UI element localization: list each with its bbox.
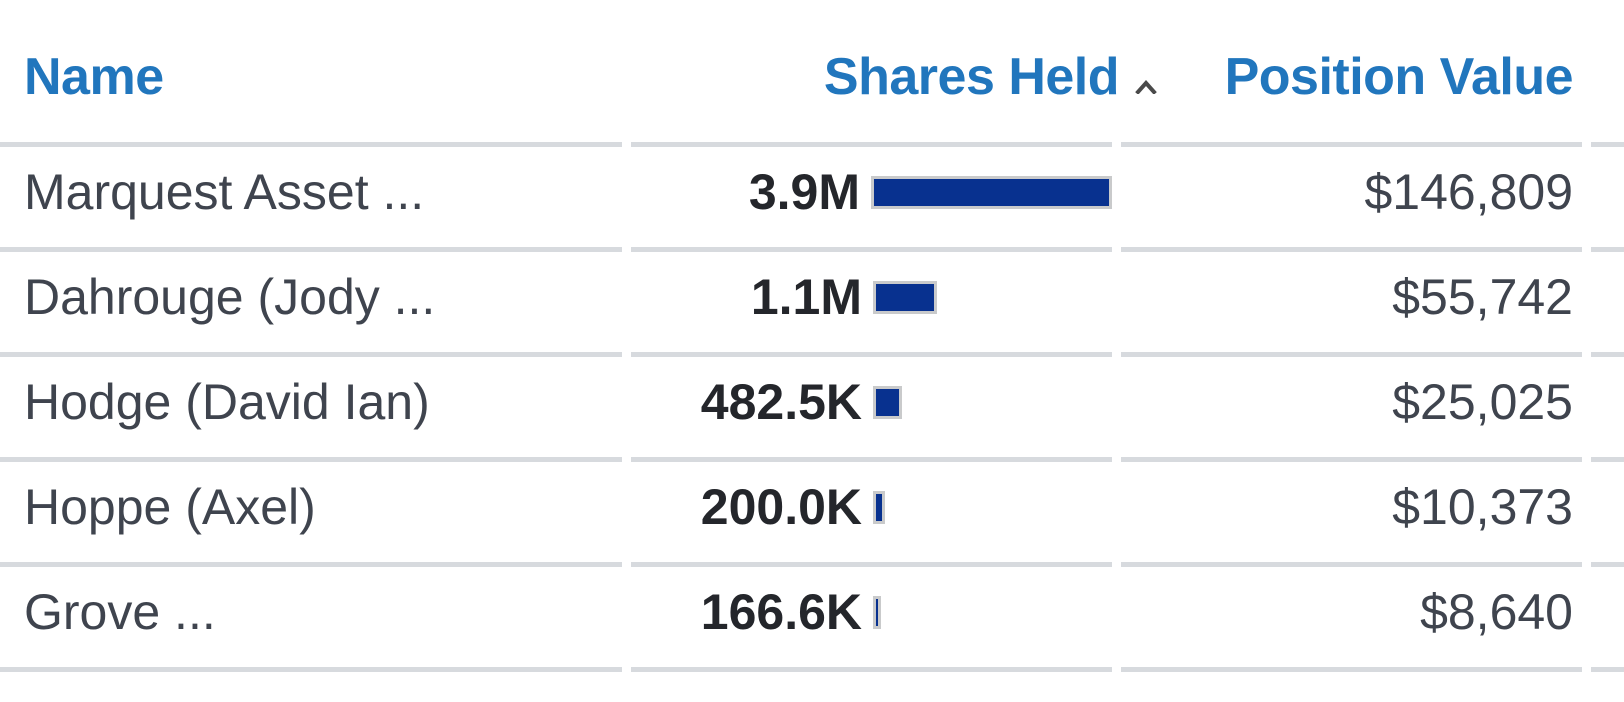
position-value: $25,025 xyxy=(1392,374,1573,430)
column-header-position-value[interactable]: Position Value xyxy=(1121,0,1582,147)
holder-name: Hodge (David Ian) xyxy=(24,374,430,430)
holder-name: Grove ... xyxy=(24,584,216,640)
shares-held-cell: 200.0K xyxy=(631,462,1112,567)
position-value-cell: $8,640 xyxy=(1121,567,1582,672)
holders-table: Name Shares Held Position Value Marquest… xyxy=(0,0,1624,672)
position-value-cell: $55,742 xyxy=(1121,252,1582,357)
header-overflow-cell xyxy=(1591,0,1624,147)
shares-held-cell: 1.1M xyxy=(631,252,1112,357)
position-value-cell: $25,025 xyxy=(1121,357,1582,462)
holder-name: Marquest Asset ... xyxy=(24,164,425,220)
shares-held-bar xyxy=(873,385,902,419)
position-value: $146,809 xyxy=(1364,164,1573,220)
row-overflow-cell xyxy=(1591,567,1624,672)
holder-name-cell[interactable]: Dahrouge (Jody ... xyxy=(0,252,622,357)
holder-name-cell[interactable]: Hoppe (Axel) xyxy=(0,462,622,567)
position-value: $55,742 xyxy=(1392,269,1573,325)
table-row[interactable]: Hodge (David Ian) 482.5K $25,025 xyxy=(0,357,1624,462)
row-overflow-cell xyxy=(1591,252,1624,357)
column-header-shares-held-label: Shares Held xyxy=(823,48,1120,106)
position-value: $10,373 xyxy=(1392,479,1573,535)
holder-name-cell[interactable]: Grove ... xyxy=(0,567,622,672)
column-header-shares-held[interactable]: Shares Held xyxy=(631,0,1157,147)
shares-held-bar xyxy=(873,280,937,314)
shares-held-bar xyxy=(873,595,881,629)
holder-name-cell[interactable]: Hodge (David Ian) xyxy=(0,357,622,462)
column-header-name[interactable]: Name xyxy=(0,0,622,147)
row-overflow-cell xyxy=(1591,357,1624,462)
shares-held-value: 166.6K xyxy=(700,584,862,640)
shares-held-value: 200.0K xyxy=(700,479,862,535)
shares-held-value: 3.9M xyxy=(748,164,861,220)
column-header-name-label: Name xyxy=(24,48,164,106)
holder-name: Hoppe (Axel) xyxy=(24,479,316,535)
sort-ascending-chevron-up-icon xyxy=(1135,47,1157,107)
shares-held-value: 482.5K xyxy=(700,374,862,430)
row-overflow-cell xyxy=(1591,462,1624,567)
shares-held-header-inner: Shares Held xyxy=(824,47,1157,107)
position-value-cell: $10,373 xyxy=(1121,462,1582,567)
shares-held-cell: 482.5K xyxy=(631,357,1112,462)
table-row[interactable]: Hoppe (Axel) 200.0K $10,373 xyxy=(0,462,1624,567)
shares-held-cell: 166.6K xyxy=(631,567,1112,672)
table-row[interactable]: Dahrouge (Jody ... 1.1M $55,742 xyxy=(0,252,1624,357)
shares-held-value: 1.1M xyxy=(750,269,862,325)
position-value-cell: $146,809 xyxy=(1121,147,1582,252)
row-overflow-cell xyxy=(1591,147,1624,252)
table-header-row: Name Shares Held Position Value xyxy=(0,0,1624,147)
table-row[interactable]: Grove ... 166.6K $8,640 xyxy=(0,567,1624,672)
holder-name: Dahrouge (Jody ... xyxy=(24,269,436,325)
holder-name-cell[interactable]: Marquest Asset ... xyxy=(0,147,622,252)
shares-held-bar xyxy=(871,175,1112,209)
shares-held-bar xyxy=(873,490,885,524)
shares-held-cell: 3.9M xyxy=(631,147,1112,252)
table-row[interactable]: Marquest Asset ... 3.9M $146,809 xyxy=(0,147,1624,252)
position-value: $8,640 xyxy=(1420,584,1573,640)
column-header-position-value-label: Position Value xyxy=(1224,48,1574,106)
